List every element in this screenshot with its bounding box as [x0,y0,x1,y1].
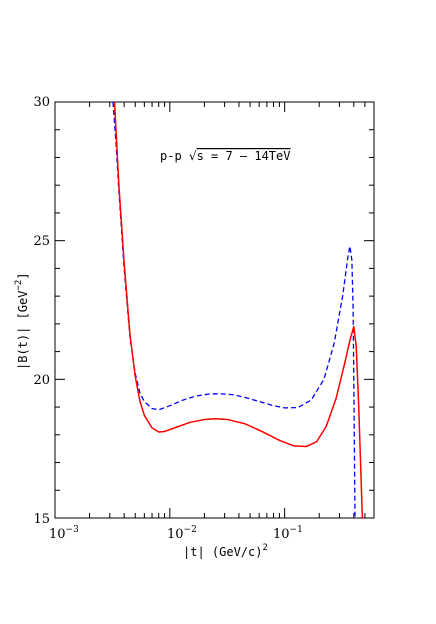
y-tick-label-20: 20 [33,373,50,388]
y-tick-label-25: 25 [33,234,50,249]
y-tick-label-30: 30 [33,95,50,110]
x-tick-label-1e-2: 10−2 [167,525,197,542]
y-tick-label-15: 15 [33,512,50,527]
y-tick-labels: 15 20 25 30 [33,95,50,527]
x-tick-labels: 10−3 10−2 10−1 [49,525,303,542]
x-tick-label-1e-3: 10−3 [49,525,79,542]
series-layer [112,102,364,518]
series-line-solid [113,102,364,518]
energy-annotation: p-p √s = 7 – 14TeV [160,149,290,163]
series-line-dashed [112,102,356,518]
ticks [54,101,374,519]
y-axis-title: |B(t)| [GeV−2] [14,272,30,370]
x-tick-label-1e-1: 10−1 [273,525,303,542]
plot-frame [54,101,375,519]
x-axis-title: |t| (GeV/c)2 [183,543,268,559]
